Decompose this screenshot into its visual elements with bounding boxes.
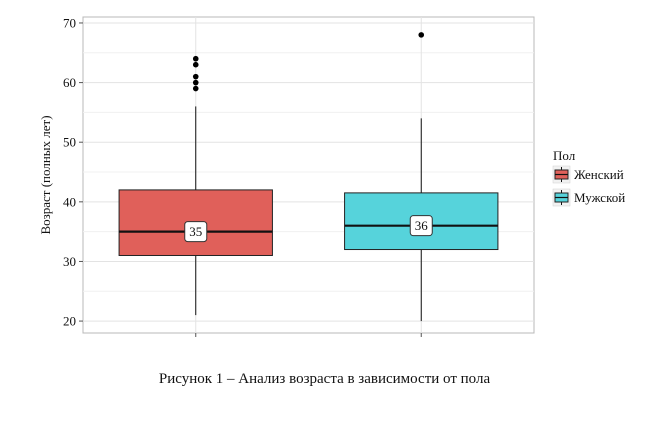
median-label-box	[409, 215, 433, 237]
legend-label: Мужской	[574, 190, 625, 205]
y-tick-label: 40	[63, 194, 76, 209]
x-axis	[195, 333, 422, 337]
outlier-point	[192, 79, 199, 86]
figure-caption: Рисунок 1 – Анализ возраста в зависимост…	[158, 371, 491, 387]
outlier-point	[192, 55, 199, 62]
median-label: 35	[189, 224, 202, 239]
legend: Пол Женский Мужской	[552, 148, 625, 207]
y-tick-label: 30	[63, 254, 76, 269]
y-tick-label: 50	[63, 135, 76, 150]
boxplot-chart: 20 30 40 50 60 70 35 36 Возраст (полных лет) П…	[38, 15, 625, 337]
y-axis-label: Возраст (полных лет)	[38, 115, 53, 234]
legend-key-1	[552, 165, 571, 184]
median-label-box	[184, 221, 208, 243]
box-2: 36	[344, 32, 499, 322]
median-label: 36	[415, 218, 429, 233]
box-series: 35 36	[118, 32, 499, 322]
outlier-point	[192, 73, 199, 80]
box-1: 35	[118, 55, 273, 316]
y-axis: 20 30 40 50 60 70	[63, 15, 83, 329]
outlier-point	[192, 85, 199, 92]
legend-label: Женский	[574, 167, 624, 182]
legend-title: Пол	[553, 148, 576, 163]
plot-background	[82, 16, 535, 334]
outlier-point	[192, 61, 199, 68]
outlier-point	[418, 32, 425, 38]
y-tick-label: 70	[63, 15, 76, 30]
y-tick-label: 20	[63, 314, 76, 329]
legend-key-2	[552, 188, 571, 207]
y-tick-label: 60	[63, 75, 76, 90]
